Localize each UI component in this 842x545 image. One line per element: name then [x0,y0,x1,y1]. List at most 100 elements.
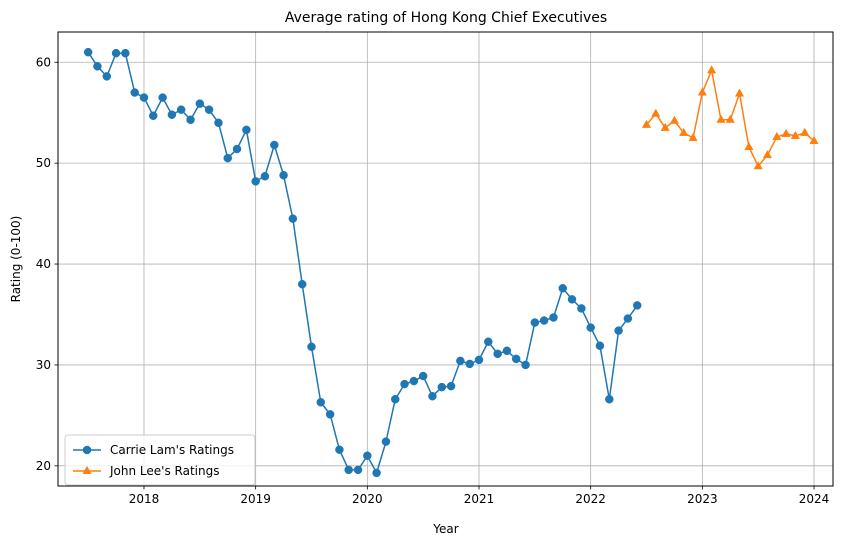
data-point [204,105,214,114]
data-point [669,115,679,124]
data-point [158,93,167,102]
axes: 2018 2019 2020 2021 2022 2023 2024 20 30 40 50 60 [36,55,830,506]
data-point [307,342,316,352]
legend-swatch-marker [82,445,92,455]
data-point [744,141,754,151]
data-point [716,114,726,123]
data-point [800,127,810,136]
x-tick-label: 2022 [575,492,606,506]
x-tick-label: 2021 [464,492,495,506]
data-point [614,326,623,335]
data-point [567,295,577,304]
data-point [195,99,205,108]
legend: Carrie Lam's Ratings John Lee's Ratings [64,434,256,486]
data-point [790,130,800,139]
data-point [679,127,689,136]
data-point [130,88,139,97]
plot-frame [57,31,834,487]
data-point [232,144,242,154]
data-point [641,119,652,128]
data-point [651,108,661,117]
data-point [772,131,782,140]
data-point [465,359,474,369]
legend-label: John Lee's Ratings [109,464,219,478]
x-axis-label: Year [432,522,458,536]
data-point [734,88,745,97]
data-point [176,105,186,114]
data-point [279,171,288,180]
data-point [484,337,493,346]
data-point [390,394,400,404]
data-point [502,346,512,356]
legend-item: John Lee's Ratings [73,464,219,478]
data-point [586,323,595,332]
data-point [697,87,707,96]
chart-title: Average rating of Hong Kong Chief Execut… [285,10,607,26]
data-point [762,149,773,159]
y-tick-label: 50 [36,156,51,170]
data-point [260,172,270,181]
data-point [335,445,344,454]
data-point [121,48,130,58]
y-tick-label: 40 [36,257,51,271]
series-2 [641,65,819,170]
data-point [605,394,614,404]
data-point [242,125,251,135]
data-point [753,161,763,170]
legend-swatch-marker [82,465,92,475]
data-point [437,382,447,392]
y-tick-label: 60 [36,55,51,69]
data-point [595,341,605,351]
data-point [549,313,558,322]
data-point [167,110,177,119]
data-point [251,177,260,186]
data-point [521,360,530,370]
data-point [530,318,540,327]
data-point [781,128,791,137]
x-tick-label: 2023 [687,492,718,506]
data-point [297,279,307,289]
data-point [409,376,419,386]
data-point [493,349,502,359]
x-tick-label: 2018 [129,492,160,506]
data-point [577,304,586,313]
data-point [400,379,409,389]
data-point [660,122,670,131]
data-point [139,93,149,102]
y-tick-label: 30 [36,358,51,372]
data-point [446,381,456,391]
data-point [418,371,428,381]
legend-box [64,434,256,486]
data-point [632,301,642,310]
data-point [539,316,549,325]
data-point [83,47,93,57]
data-point [372,468,381,478]
data-point [288,214,298,223]
legend-label: Carrie Lam's Ratings [110,443,234,457]
data-point [456,356,465,366]
x-tick-label: 2024 [799,492,830,506]
data-point [316,398,326,407]
data-point [93,62,102,71]
data-point [725,114,735,123]
data-point [558,284,568,293]
y-axis-label: Rating (0-100) [9,216,23,303]
data-point [511,354,521,364]
data-point [111,48,121,58]
data-point [344,465,353,475]
data-point [688,132,698,141]
data-point [381,437,391,446]
data-point [102,72,112,81]
plot-area [58,32,833,486]
data-point [325,410,335,419]
data-point [270,140,279,150]
data-point [149,111,158,120]
y-tick-label: 20 [36,459,51,473]
series-layer [83,47,819,478]
data-point [363,451,372,460]
x-tick-label: 2019 [240,492,271,506]
data-point [809,135,819,144]
series-1 [83,47,642,478]
data-point [223,153,232,163]
